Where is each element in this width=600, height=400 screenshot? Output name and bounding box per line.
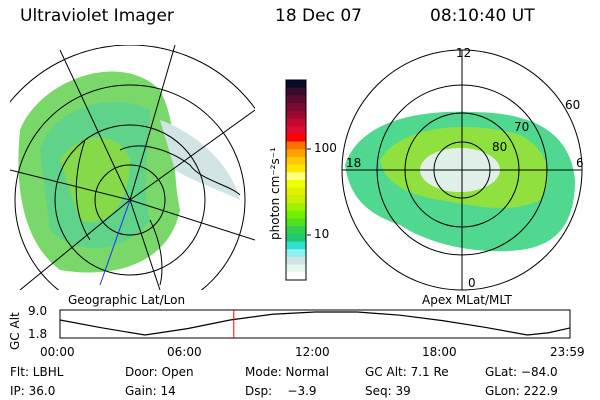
x-tick-2: 12:00 [295,345,330,359]
ip-status: IP: 36.0 [10,384,56,398]
colorbar-swatch [286,210,306,219]
gc-alt-plot-frame [59,309,571,339]
colorbar-swatch [286,164,306,173]
mlat-label-80: 80 [492,140,508,154]
colorbar-swatch [286,103,306,112]
colorbar-swatch [286,180,306,189]
glon-status: GLon: 222.9 [485,384,558,398]
mlt-label-18: 18 [346,156,362,170]
date-label: 18 Dec 07 [275,6,362,26]
colorbar-swatch [286,87,306,96]
colorbar-swatch [286,80,306,89]
gc-alt-axis-label: GC Alt [8,312,22,350]
x-tick-3: 18:00 [422,345,457,359]
colorbar-swatch [286,95,306,104]
dsp-status: Dsp: −3.9 [245,384,317,398]
seq-status: Seq: 39 [365,384,411,398]
colorbar-tick-10: 10 [314,227,330,241]
colorbar-swatch [286,203,306,212]
mlt-label-6: 6 [576,156,584,170]
gain-status: Gain: 14 [125,384,176,398]
y-tick-max: 9.0 [28,304,48,318]
colorbar-swatch [286,172,306,181]
colorbar-swatch [286,256,306,266]
colorbar-swatch [286,195,306,204]
filter-status: Flt: LBHL [10,365,64,379]
magnetic-polar-image [341,49,583,291]
gc-alt-status: GC Alt: 7.1 Re [365,365,449,379]
mlat-label-60: 60 [565,98,581,112]
x-tick-0: 00:00 [40,345,75,359]
colorbar-swatch [286,118,306,127]
mode-status: Mode: Normal [245,365,329,379]
colorbar-swatch [286,110,306,119]
x-tick-4: 23:59 [550,345,585,359]
colorbar-swatch [286,187,306,196]
geographic-label: Geographic Lat/Lon [68,293,186,307]
y-tick-min: 1.8 [28,327,48,341]
colorbar-swatch [286,249,306,258]
time-label: 08:10:40 UT [430,6,535,26]
door-status: Door: Open [125,365,194,379]
mlat-label-70: 70 [514,120,530,134]
colorbar-swatch [286,218,306,227]
mlt-label-12: 12 [456,46,472,60]
glat-status: GLat: −84.0 [485,365,558,379]
colorbar-swatch [286,272,306,281]
colorbar-swatch [286,126,306,135]
gc-alt-line [59,311,571,336]
colorbar-swatch [286,226,306,235]
colorbar-swatch [286,149,306,158]
instrument-title: Ultraviolet Imager [20,6,174,26]
apex-label: Apex MLat/MLT [422,293,512,307]
colorbar-swatch [286,156,306,166]
colorbar-swatch [286,241,306,250]
colorbar-swatch [286,141,306,150]
geographic-image [10,45,255,290]
colorbar-swatch [286,233,306,243]
colorbar-swatch [286,264,306,273]
colorbar-unit-label: photon cm⁻²s⁻¹ [268,147,282,240]
mlt-label-0: 0 [468,276,476,290]
colorbar-tick-100: 100 [314,141,337,155]
colorbar-swatch [286,133,306,143]
colorbar [285,79,307,281]
x-tick-1: 06:00 [167,345,202,359]
